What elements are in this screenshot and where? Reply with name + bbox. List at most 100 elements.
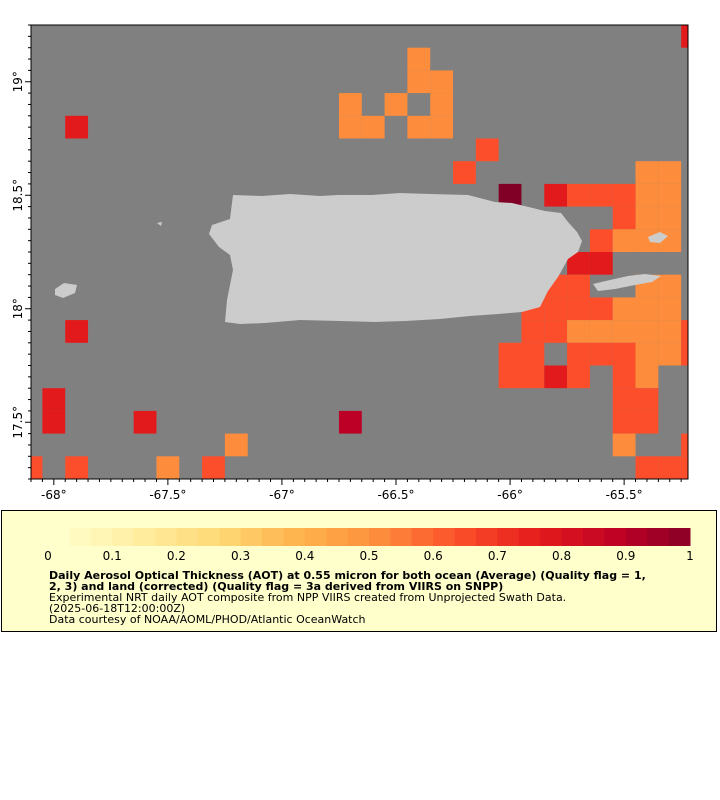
aot-cell	[42, 388, 66, 411]
color-scale-step	[647, 528, 670, 546]
aot-cell	[338, 115, 362, 139]
aot-cell	[498, 183, 522, 207]
color-scale-step	[454, 528, 477, 546]
color-scale-step	[625, 528, 648, 546]
aot-cell	[430, 70, 454, 94]
aot-cell	[430, 93, 454, 116]
color-scale-step	[583, 528, 605, 546]
aot-cell	[475, 138, 499, 162]
aot-cell	[567, 297, 590, 321]
y-tick-label: 17.5°	[11, 406, 25, 439]
color-scale-tick-label: 0.7	[488, 549, 507, 563]
aot-cell	[658, 274, 682, 298]
aot-cell	[521, 320, 545, 343]
aot-cell	[361, 115, 385, 139]
aot-cell	[567, 320, 590, 343]
color-scale-step	[497, 528, 520, 546]
aot-cell	[612, 365, 636, 389]
aot-cell	[589, 320, 613, 343]
aot-cell	[612, 433, 636, 457]
color-scale-step	[326, 528, 349, 546]
color-scale-step	[283, 528, 306, 546]
aot-cell	[612, 297, 636, 321]
desecheo-island	[157, 222, 162, 226]
color-scale-step	[176, 528, 199, 546]
aot-cell	[681, 433, 688, 457]
color-scale-step	[90, 528, 113, 546]
color-scale-step	[518, 528, 541, 546]
color-scale-step	[197, 528, 220, 546]
mona-island	[55, 283, 77, 298]
color-scale-step	[219, 528, 242, 546]
aot-cell	[224, 433, 248, 457]
aot-cell	[430, 115, 454, 139]
y-tick-label: 18.5°	[11, 179, 25, 212]
color-scale-step	[411, 528, 434, 546]
aot-cell	[589, 183, 613, 207]
color-scale-step	[112, 528, 135, 546]
color-scale-step	[48, 528, 70, 546]
aot-cell	[635, 229, 659, 252]
aot-cell	[635, 297, 659, 321]
aot-cell	[589, 229, 613, 252]
aot-cell	[544, 297, 568, 321]
color-scale: 0 0.1 0.2 0.3 0.4 0.5 0.6 0.7 0.8 0.9 1	[44, 528, 694, 563]
color-scale-step	[133, 528, 156, 546]
x-tick-label: -67°	[269, 488, 295, 502]
aot-cell	[658, 342, 682, 366]
color-scale-tick-label: 1	[686, 549, 694, 563]
aot-cell	[567, 274, 590, 298]
aot-cell	[338, 410, 362, 434]
aot-cell	[156, 456, 180, 479]
color-scale-step	[561, 528, 584, 546]
x-tick-label: -66°	[497, 488, 523, 502]
aot-cell	[658, 320, 682, 343]
aot-cell	[544, 365, 568, 389]
aot-cell	[635, 388, 659, 411]
color-scale-step	[369, 528, 391, 546]
color-scale-ticks: 0 0.1 0.2 0.3 0.4 0.5 0.6 0.7 0.8 0.9 1	[44, 549, 694, 563]
aot-cell	[567, 365, 590, 389]
color-scale-step	[476, 528, 498, 546]
color-scale-bar	[48, 528, 691, 546]
color-scale-tick-label: 0.2	[167, 549, 186, 563]
color-scale-step	[262, 528, 284, 546]
aot-cell	[65, 456, 89, 479]
aot-cell	[202, 456, 225, 479]
color-scale-tick-label: 0.6	[424, 549, 443, 563]
aot-cell	[31, 456, 43, 479]
aot-cell	[658, 161, 682, 184]
aot-cell	[635, 206, 659, 230]
aot-cell	[338, 93, 362, 116]
aot-cell	[681, 342, 688, 366]
color-scale-step	[540, 528, 563, 546]
color-scale-step	[668, 528, 691, 546]
land-masses	[55, 193, 668, 324]
aot-cell	[658, 456, 682, 479]
aot-cell	[133, 410, 157, 434]
aot-cell	[658, 297, 682, 321]
color-scale-step	[155, 528, 177, 546]
aot-cell	[498, 365, 522, 389]
aot-cell	[65, 115, 89, 139]
color-scale-tick-label: 0.5	[359, 549, 378, 563]
aot-cell	[521, 342, 545, 366]
color-scale-step	[347, 528, 370, 546]
aot-cell	[612, 410, 636, 434]
color-scale-step	[390, 528, 413, 546]
aot-cell	[567, 183, 590, 207]
aot-cell	[544, 320, 568, 343]
aot-cell	[498, 342, 522, 366]
aot-cell	[635, 320, 659, 343]
aot-cell	[589, 252, 613, 275]
color-scale-step	[433, 528, 456, 546]
color-scale-tick-label: 0.8	[552, 549, 571, 563]
x-tick-label: -68°	[41, 488, 67, 502]
aot-cell	[544, 183, 568, 207]
aot-map: -68° -67.5° -67° -66.5° -66° -65.5° 17.5°18°1…	[11, 24, 689, 502]
y-tick-label: 18°	[11, 298, 25, 319]
aot-cell	[635, 410, 659, 434]
aot-cell	[407, 47, 431, 71]
color-scale-tick-label: 0.1	[103, 549, 122, 563]
aot-cell	[635, 365, 659, 389]
